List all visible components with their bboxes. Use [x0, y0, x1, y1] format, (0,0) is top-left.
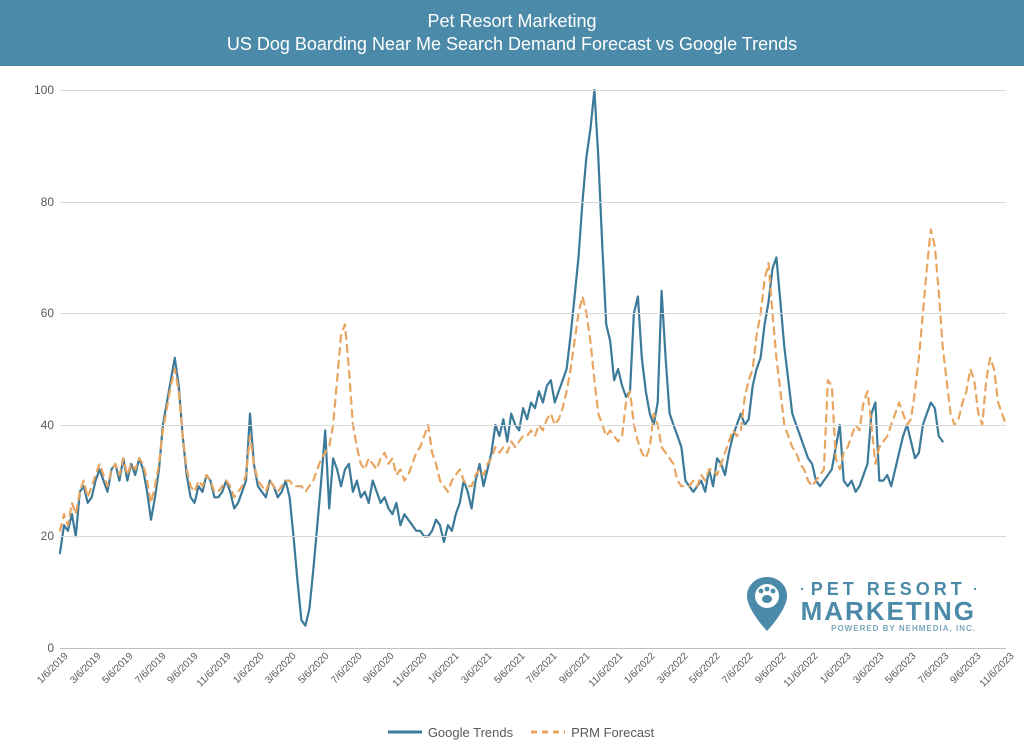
x-axis-tick-label: 5/6/2020	[293, 648, 331, 686]
x-axis-tick-label: 5/6/2019	[98, 648, 136, 686]
x-axis-tick-label: 3/6/2019	[65, 648, 103, 686]
x-axis-tick-label: 11/6/2020	[388, 648, 430, 690]
x-axis-tick-label: 7/6/2023	[913, 648, 951, 686]
y-axis-tick-label: 60	[41, 306, 60, 320]
x-axis-tick-label: 5/6/2022	[685, 648, 723, 686]
series-line	[60, 230, 1006, 531]
x-axis-tick-label: 3/6/2020	[261, 648, 299, 686]
x-axis-tick-label: 11/6/2021	[584, 648, 626, 690]
x-axis-tick-label: 5/6/2021	[489, 648, 527, 686]
x-axis-tick-label: 1/6/2022	[620, 648, 658, 686]
legend-swatch	[531, 725, 565, 740]
x-axis-tick-label: 11/6/2023	[975, 648, 1017, 690]
x-axis-tick-label: 3/6/2021	[457, 648, 495, 686]
legend-label: PRM Forecast	[571, 725, 654, 740]
x-axis-tick-label: 7/6/2020	[326, 648, 364, 686]
series-line	[60, 90, 943, 626]
x-axis-tick-label: 5/6/2023	[881, 648, 919, 686]
gridline	[60, 90, 1006, 91]
gridline	[60, 425, 1006, 426]
x-axis-tick-label: 1/6/2020	[228, 648, 266, 686]
chart-title-line2: US Dog Boarding Near Me Search Demand Fo…	[0, 34, 1024, 55]
x-axis-tick-label: 7/6/2022	[717, 648, 755, 686]
chart-title-line1: Pet Resort Marketing	[0, 11, 1024, 32]
plot-area: PET RESORT MARKETING POWERED BY NEHMEDIA…	[60, 90, 1006, 648]
x-axis-tick-label: 3/6/2022	[652, 648, 690, 686]
x-axis-line	[60, 648, 1006, 649]
x-axis-tick-label: 7/6/2019	[130, 648, 168, 686]
x-axis-tick-label: 11/6/2022	[779, 648, 821, 690]
legend-label: Google Trends	[428, 725, 513, 740]
gridline	[60, 536, 1006, 537]
series-svg	[60, 90, 1006, 648]
y-axis-tick-label: 100	[34, 83, 60, 97]
gridline	[60, 313, 1006, 314]
x-axis-tick-label: 3/6/2023	[848, 648, 886, 686]
legend-swatch	[388, 725, 422, 740]
gridline	[60, 202, 1006, 203]
chart-legend: Google Trends PRM Forecast	[0, 724, 1024, 740]
x-axis-tick-label: 11/6/2019	[192, 648, 234, 690]
x-axis-tick-label: 7/6/2021	[522, 648, 560, 686]
chart-header: Pet Resort Marketing US Dog Boarding Nea…	[0, 0, 1024, 66]
y-axis-tick-label: 40	[41, 418, 60, 432]
chart-container: Pet Resort Marketing US Dog Boarding Nea…	[0, 0, 1024, 744]
x-axis-tick-label: 1/6/2021	[424, 648, 462, 686]
y-axis-tick-label: 80	[41, 195, 60, 209]
y-axis-tick-label: 20	[41, 529, 60, 543]
x-axis-tick-label: 1/6/2023	[815, 648, 853, 686]
